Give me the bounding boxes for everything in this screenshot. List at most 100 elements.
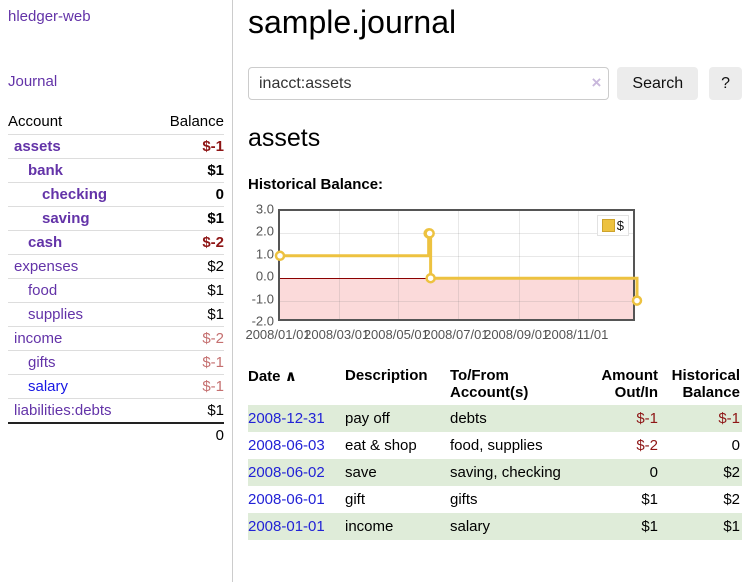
- account-link[interactable]: income: [14, 330, 63, 347]
- page-title: sample.journal: [248, 4, 457, 40]
- transaction-row: 2008-12-31 pay off debts $-1 $-1: [248, 405, 742, 432]
- account-link[interactable]: gifts: [28, 354, 56, 371]
- account-link[interactable]: salary: [28, 378, 69, 395]
- register-header-accounts: To/From Account(s): [450, 367, 529, 401]
- x-axis-tick-label: 2008/03/01: [304, 327, 370, 342]
- chart-y-axis: 3.0 2.0 1.0 0.0 -1.0 -2.0: [248, 202, 274, 329]
- transaction-date-link[interactable]: 2008-06-03: [248, 437, 325, 454]
- account-link[interactable]: liabilities:debts: [14, 402, 112, 419]
- transaction-description: pay off: [345, 410, 390, 427]
- account-balance: $1: [149, 278, 224, 303]
- transaction-amount: $-2: [636, 437, 658, 454]
- accounts-header-balance: Balance: [169, 113, 224, 130]
- y-axis-tick-label: -1.0: [251, 291, 274, 307]
- account-balance: $1: [149, 302, 224, 327]
- accounts-header-row: Account Balance: [8, 110, 224, 135]
- register-header-amount: Amount Out/In: [601, 367, 658, 401]
- account-link[interactable]: cash: [28, 234, 63, 251]
- app-title-link[interactable]: hledger-web: [8, 8, 91, 25]
- accounts-total-row: 0: [8, 422, 224, 447]
- account-link[interactable]: assets: [14, 138, 61, 155]
- chart-plot-inner: [280, 211, 633, 319]
- chart-x-axis: 2008/01/01 2008/03/01 2008/05/01 2008/07…: [245, 327, 635, 343]
- account-row: salary $-1: [8, 374, 224, 399]
- search-button[interactable]: Search: [617, 67, 699, 100]
- account-balance: $1: [149, 206, 224, 231]
- account-balance: $-1: [149, 350, 224, 375]
- x-axis-tick-label: 2008/01/01: [245, 327, 311, 342]
- transaction-balance: $1: [723, 518, 740, 535]
- register-header-date[interactable]: Date ∧: [248, 368, 297, 385]
- account-row: assets $-1: [8, 134, 224, 159]
- transaction-description: gift: [345, 491, 366, 508]
- account-balance: $-1: [149, 134, 224, 159]
- transaction-description: eat & shop: [345, 437, 417, 454]
- chart-title: Historical Balance:: [248, 176, 384, 193]
- transaction-amount: $1: [641, 491, 658, 508]
- account-link[interactable]: supplies: [28, 306, 84, 323]
- account-row: checking 0: [8, 182, 224, 207]
- account-balance: $1: [149, 158, 224, 183]
- account-row: income $-2: [8, 326, 224, 351]
- account-link[interactable]: bank: [28, 162, 64, 179]
- account-row: expenses $2: [8, 254, 224, 279]
- negative-region-shading: [280, 278, 633, 319]
- transaction-balance: 0: [731, 437, 740, 454]
- transaction-date-link[interactable]: 2008-12-31: [248, 410, 325, 427]
- account-balance: $1: [149, 398, 224, 423]
- search-row: × Search ?: [248, 67, 742, 100]
- y-axis-tick-label: -2.0: [251, 313, 274, 329]
- transaction-date-link[interactable]: 2008-06-01: [248, 491, 325, 508]
- account-row: bank $1: [8, 158, 224, 183]
- accounts-header-account: Account: [8, 113, 63, 130]
- account-balance: $2: [149, 254, 224, 279]
- account-balance: 0: [149, 182, 224, 207]
- account-link[interactable]: saving: [42, 210, 90, 227]
- transaction-amount: $-1: [636, 410, 658, 427]
- transaction-date-link[interactable]: 2008-06-02: [248, 464, 325, 481]
- transaction-date-link[interactable]: 2008-01-01: [248, 518, 325, 535]
- chart-legend: $: [596, 215, 629, 236]
- transaction-accounts: debts: [450, 410, 487, 427]
- transaction-row: 2008-01-01 income salary $1 $1: [248, 513, 742, 540]
- transaction-balance: $2: [723, 491, 740, 508]
- account-row: liabilities:debts $1: [8, 398, 224, 423]
- y-axis-tick-label: 0.0: [255, 268, 274, 284]
- help-button[interactable]: ?: [709, 67, 742, 100]
- transaction-amount: 0: [649, 464, 658, 481]
- main-content: sample.journal × Search ? assets Histori…: [245, 0, 742, 582]
- search-input[interactable]: [248, 67, 610, 100]
- account-link[interactable]: food: [28, 282, 58, 299]
- x-axis-tick-label: 2008/07/01: [423, 327, 489, 342]
- register-header-description: Description: [345, 367, 428, 384]
- account-balance: $-1: [149, 374, 224, 399]
- transaction-row: 2008-06-02 save saving, checking 0 $2: [248, 459, 742, 486]
- clear-search-icon[interactable]: ×: [591, 73, 602, 92]
- account-row: saving $1: [8, 206, 224, 231]
- historical-balance-chart: 3.0 2.0 1.0 0.0 -1.0 -2.0: [245, 202, 742, 343]
- transaction-row: 2008-06-03 eat & shop food, supplies $-2…: [248, 432, 742, 459]
- account-link[interactable]: expenses: [14, 258, 79, 275]
- sort-ascending-icon: ∧: [284, 368, 297, 385]
- account-balance: $-2: [149, 326, 224, 351]
- account-link[interactable]: checking: [42, 186, 108, 203]
- x-axis-tick-label: 2008/11/01: [544, 327, 609, 342]
- search-box: ×: [248, 67, 610, 100]
- sidebar-item-journal[interactable]: Journal: [8, 73, 58, 90]
- y-axis-tick-label: 1.0: [255, 246, 274, 262]
- transaction-accounts: saving, checking: [450, 464, 561, 481]
- account-balance: $-2: [149, 230, 224, 255]
- transaction-accounts: salary: [450, 518, 491, 535]
- transaction-balance: $-1: [718, 410, 740, 427]
- account-row: gifts $-1: [8, 350, 224, 375]
- x-axis-tick-label: 2008/09/01: [484, 327, 550, 342]
- account-row: supplies $1: [8, 302, 224, 327]
- account-row: cash $-2: [8, 230, 224, 255]
- transaction-accounts: food, supplies: [450, 437, 543, 454]
- transaction-description: save: [345, 464, 377, 481]
- register-header-balance: Historical Balance: [671, 367, 740, 401]
- y-axis-tick-label: 2.0: [255, 223, 274, 239]
- sidebar: hledger-web Journal Account Balance asse…: [0, 0, 233, 582]
- register-header-row: Date ∧ Description To/From Account(s) Am…: [248, 363, 742, 405]
